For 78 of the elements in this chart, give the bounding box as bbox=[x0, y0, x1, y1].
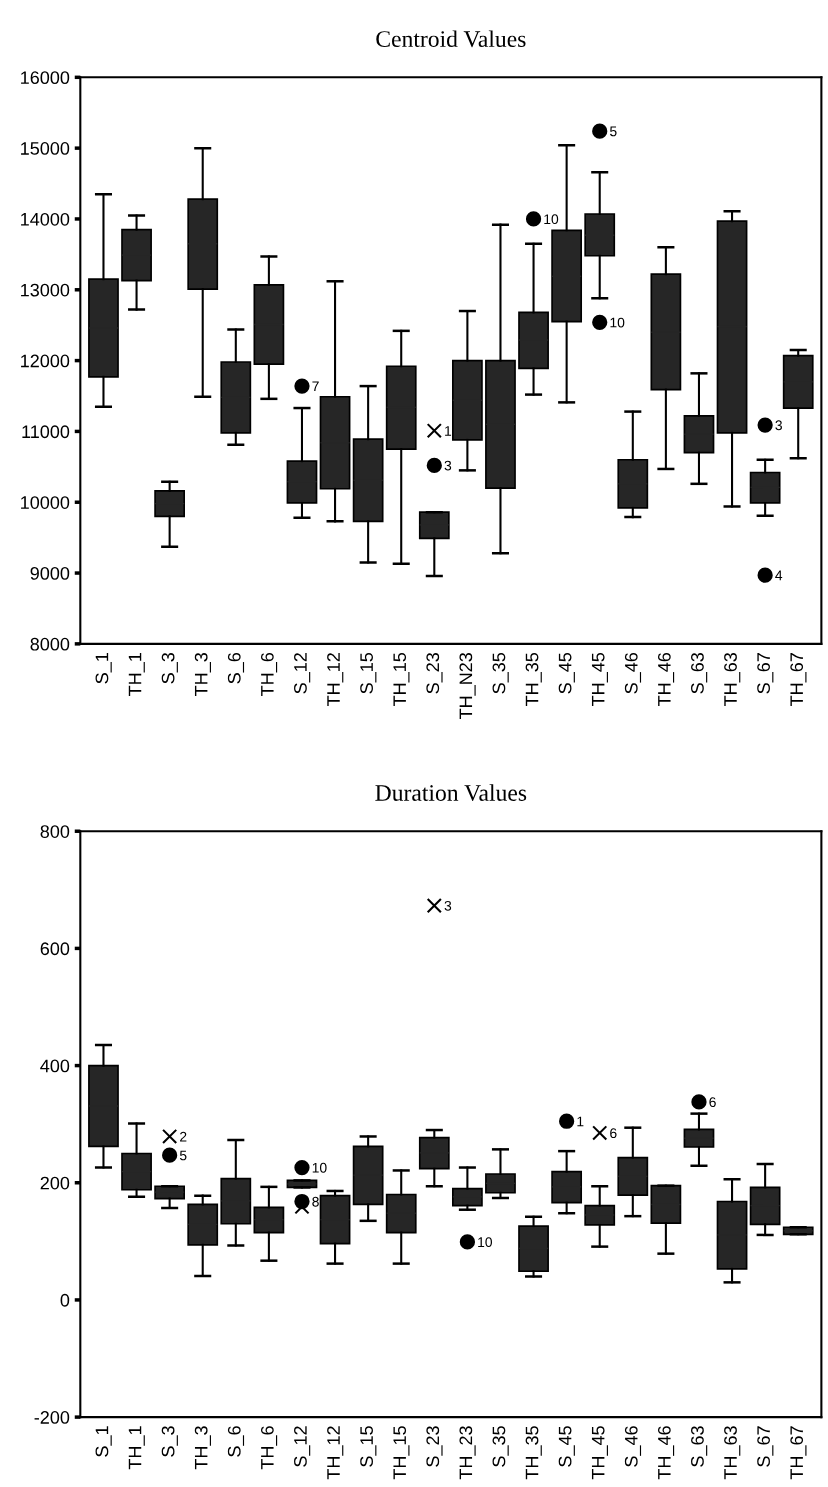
y-tick-label: -200 bbox=[34, 1411, 70, 1424]
x-tick-label: TH_46 bbox=[657, 652, 675, 706]
annotation: 10 bbox=[544, 214, 559, 225]
x-tick-label: TH_67 bbox=[790, 653, 807, 706]
x-tick-label: S_67 bbox=[757, 653, 774, 694]
x-tick-label: S_6 bbox=[227, 653, 245, 684]
x-tick-label: S_1 bbox=[95, 653, 112, 684]
y-tick-label: 800 bbox=[40, 825, 70, 838]
x-tick-label: TH_3 bbox=[194, 653, 211, 696]
x-tick-label: S_23 bbox=[426, 1426, 443, 1467]
y-tick-label: 11000 bbox=[22, 425, 70, 439]
chart-title: Duration Values bbox=[375, 784, 527, 802]
x-tick-label: S_63 bbox=[691, 653, 708, 694]
x-tick-label: TH_N23 bbox=[459, 652, 476, 720]
annotation: 3 bbox=[444, 900, 452, 911]
annotation: 3 bbox=[775, 420, 782, 431]
x-tick-label: S_46 bbox=[624, 653, 642, 694]
x-tick-label: TH_6 bbox=[260, 653, 278, 696]
x-tick-label: S_3 bbox=[161, 653, 178, 684]
y-tick-label: 8000 bbox=[30, 637, 70, 651]
annotation: 7 bbox=[312, 381, 319, 392]
x-tick-label: TH_45 bbox=[591, 1426, 608, 1480]
x-tick-label: S_46 bbox=[624, 1426, 642, 1467]
x-tick-label: S_6 bbox=[227, 1426, 245, 1457]
annotation: 1 bbox=[577, 1116, 584, 1127]
y-tick-label: 12000 bbox=[21, 354, 70, 368]
y-tick-label: 0 bbox=[60, 1293, 70, 1307]
annotation: 3 bbox=[444, 460, 452, 471]
x-tick-label: TH_45 bbox=[591, 652, 608, 706]
x-tick-label: TH_15 bbox=[393, 1426, 410, 1480]
x-tick-label: S_15 bbox=[360, 1426, 377, 1467]
x-tick-label: S_67 bbox=[757, 1426, 774, 1467]
y-tick-label: 200 bbox=[40, 1176, 70, 1190]
x-tick-label: S_63 bbox=[691, 1426, 708, 1467]
x-tick-label: TH_35 bbox=[525, 1426, 542, 1480]
x-tick-label: S_15 bbox=[360, 652, 377, 694]
y-tick-label: 14000 bbox=[21, 212, 70, 226]
y-tick-label: 13000 bbox=[21, 283, 70, 297]
x-tick-label: TH_1 bbox=[128, 1426, 145, 1470]
x-tick-label: TH_67 bbox=[790, 1426, 807, 1480]
x-tick-label: S_45 bbox=[558, 1426, 575, 1467]
x-tick-label: S_12 bbox=[294, 653, 311, 694]
y-tick-label: 400 bbox=[40, 1059, 70, 1073]
annotation: 5 bbox=[610, 126, 617, 137]
annotation: 4 bbox=[775, 570, 783, 581]
annotation: 6 bbox=[610, 1128, 617, 1139]
x-tick-label: TH_1 bbox=[128, 653, 145, 696]
annotation: 6 bbox=[709, 1097, 716, 1108]
x-tick-label: TH_15 bbox=[393, 652, 410, 706]
x-tick-label: TH_12 bbox=[327, 1426, 344, 1480]
x-tick-label: S_35 bbox=[492, 652, 509, 694]
annotation: 10 bbox=[312, 1162, 327, 1173]
annotation: 10 bbox=[610, 317, 625, 328]
annotation: 5 bbox=[179, 1150, 187, 1161]
x-tick-label: S_1 bbox=[95, 1426, 112, 1457]
y-tick-label: 9000 bbox=[30, 566, 70, 580]
y-tick-label: 10000 bbox=[21, 496, 70, 509]
x-tick-label: TH_12 bbox=[327, 653, 344, 706]
annotation: 8 bbox=[312, 1196, 319, 1207]
annotation: 10 bbox=[478, 1237, 493, 1248]
y-tick-label: 600 bbox=[40, 942, 70, 956]
x-tick-label: TH_3 bbox=[194, 1426, 211, 1470]
y-tick-label: 15000 bbox=[21, 142, 70, 155]
x-tick-label: TH_63 bbox=[724, 652, 741, 706]
x-tick-label: TH_46 bbox=[657, 1426, 675, 1480]
x-tick-label: TH_63 bbox=[724, 1426, 741, 1480]
chart-title: Centroid Values bbox=[376, 30, 526, 48]
x-tick-label: TH_23 bbox=[459, 1426, 476, 1480]
annotation: 2 bbox=[180, 1131, 187, 1142]
x-tick-label: TH_6 bbox=[260, 1426, 278, 1470]
x-tick-label: S_3 bbox=[161, 1426, 178, 1457]
x-tick-label: S_23 bbox=[426, 653, 443, 694]
annotation: 1 bbox=[445, 426, 452, 436]
x-tick-label: TH_35 bbox=[525, 652, 542, 706]
x-tick-label: S_35 bbox=[492, 1426, 509, 1467]
y-tick-label: 16000 bbox=[21, 71, 70, 85]
x-tick-label: S_12 bbox=[294, 1426, 311, 1467]
x-tick-label: S_45 bbox=[558, 652, 575, 694]
